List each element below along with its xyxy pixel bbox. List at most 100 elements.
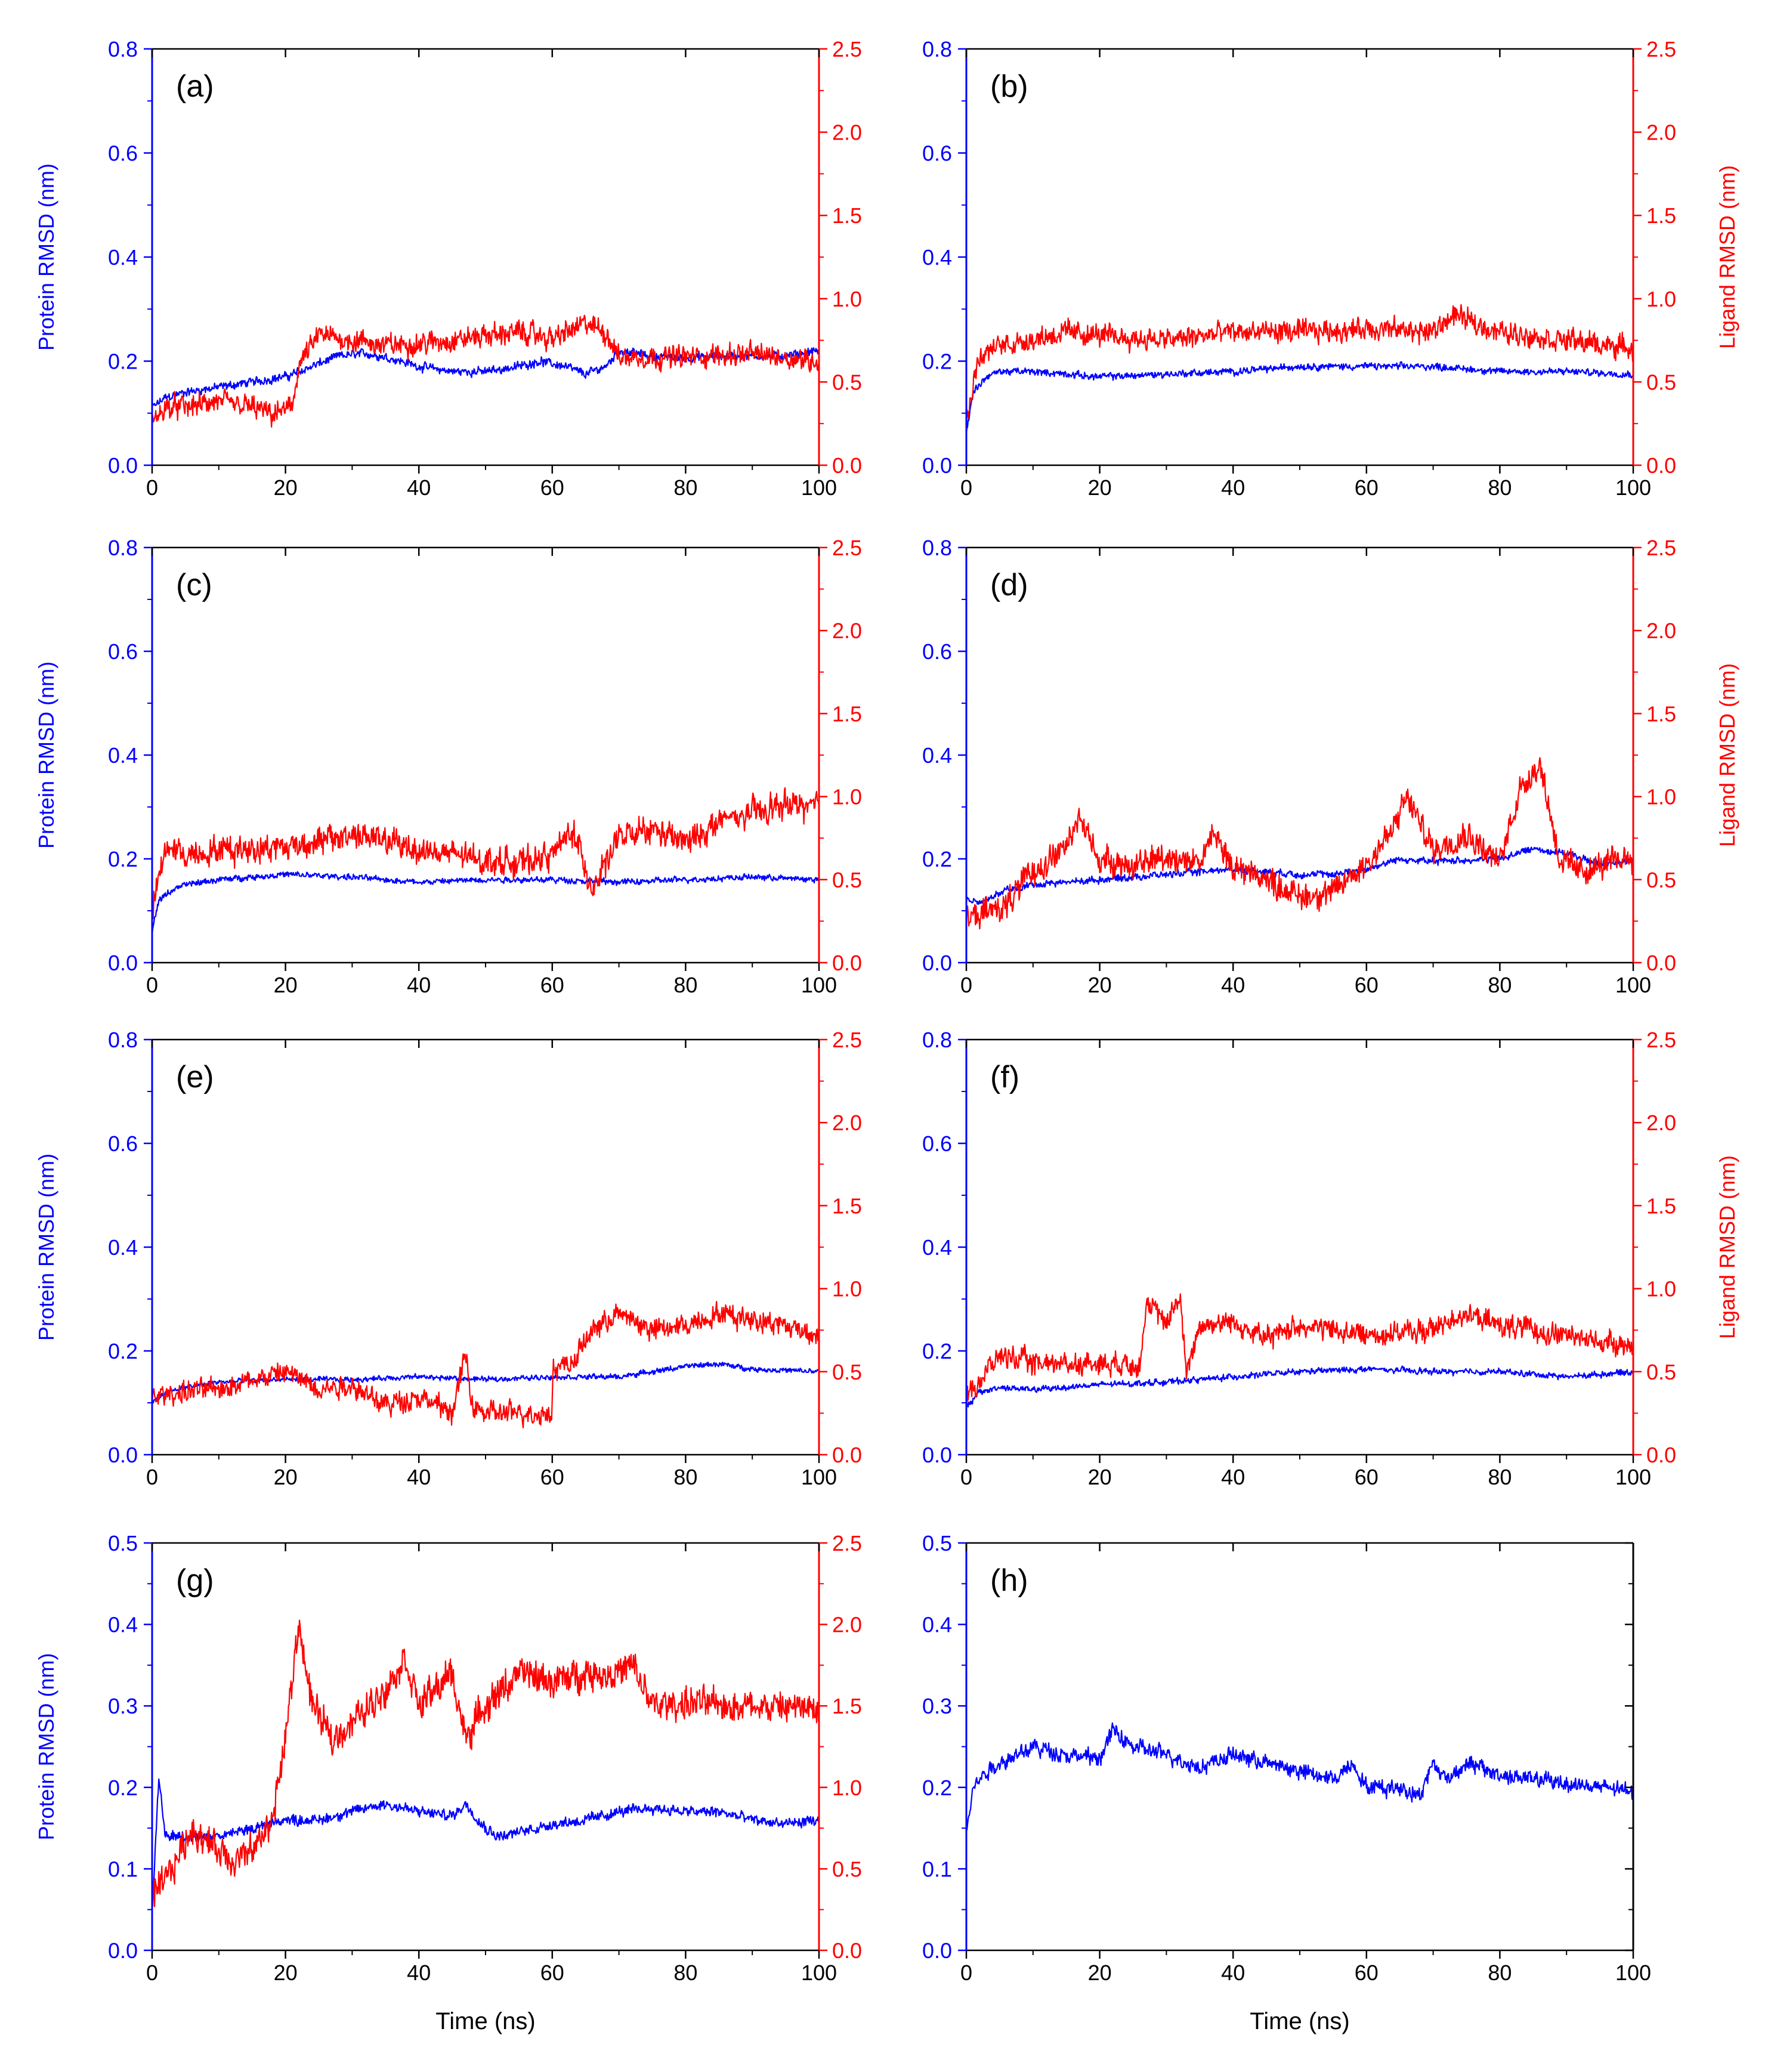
- x-tick-label: 100: [801, 475, 837, 500]
- ligand-rmsd-line: [152, 1619, 820, 1907]
- panel-a: 0 20 40 60 80 1000.00.20.40.60.80.00.51.01.52…: [34, 37, 862, 500]
- y-left-tick-label: 0.0: [108, 1443, 138, 1467]
- y-left-tick-label: 0.2: [922, 350, 952, 374]
- protein-rmsd-line: [151, 1361, 820, 1404]
- x-tick-label: 0: [146, 475, 158, 500]
- y-right-tick-label: 0.0: [1646, 453, 1676, 478]
- x-tick-label: 80: [1488, 475, 1512, 500]
- x-tick-label: 80: [1488, 1960, 1512, 1985]
- y-right-tick-label: 0.5: [1646, 1360, 1676, 1384]
- y-right-tick-label: 2.0: [832, 1111, 862, 1135]
- y-left-tick-label: 0.0: [108, 1938, 138, 1963]
- y-left-tick-label: 0.4: [922, 1613, 952, 1637]
- x-tick-label: 60: [540, 973, 564, 997]
- y-right-tick-label: 1.5: [1646, 701, 1676, 726]
- protein-rmsd-line: [151, 1778, 820, 1910]
- y-left-tick-label: 0.8: [108, 1028, 138, 1052]
- x-tick-label: 0: [146, 1465, 158, 1489]
- y-left-tick-label: 0.2: [108, 847, 138, 871]
- y-left-tick-label: 0.4: [108, 1613, 138, 1637]
- panel-label: (b): [990, 69, 1028, 104]
- x-tick-label: 100: [801, 1960, 837, 1985]
- panel-c: 0 20 40 60 80 1000.00.20.40.60.80.00.51.01.52…: [34, 536, 862, 997]
- y-right-tick-label: 1.5: [1646, 1193, 1676, 1218]
- series-group: [965, 304, 1634, 435]
- y-left-tick-label: 0.2: [108, 350, 138, 374]
- protein-rmsd-line: [965, 361, 1634, 435]
- x-tick-label: 40: [407, 973, 431, 997]
- x-tick-label: 100: [1615, 1960, 1651, 1985]
- y-right-tick-label: 2.5: [832, 536, 862, 560]
- y-right-tick-label: 2.0: [832, 120, 862, 145]
- y-right-tick-label: 2.0: [832, 618, 862, 643]
- y-left-tick-label: 0.6: [922, 141, 952, 166]
- x-tick-label: 100: [1615, 1465, 1651, 1489]
- y-right-tick-label: 1.0: [832, 1277, 862, 1301]
- y-right-tick-label: 0.0: [832, 1938, 862, 1963]
- y-right-tick-label: 1.0: [1646, 785, 1676, 809]
- y-right-tick-label: 0.0: [832, 1443, 862, 1467]
- ligand-rmsd-line: [965, 757, 1634, 930]
- protein-rmsd-line: [151, 871, 820, 935]
- y-left-tick-label: 0.3: [108, 1694, 138, 1718]
- x-tick-label: 40: [1221, 1465, 1245, 1489]
- panel-f: 0 20 40 60 80 1000.00.20.40.60.80.00.51.01.52…: [922, 1028, 1739, 1489]
- x-tick-label: 40: [1221, 475, 1245, 500]
- x-tick-label: 40: [407, 1960, 431, 1985]
- x-tick-label: 60: [540, 1960, 564, 1985]
- series-group: [965, 1293, 1634, 1409]
- y-left-tick-label: 0.4: [922, 1235, 952, 1260]
- y-right-tick-label: 1.5: [1646, 203, 1676, 228]
- protein-rmsd-line: [965, 1722, 1634, 1831]
- series-group: [151, 1619, 820, 1910]
- panel-label: (c): [176, 568, 212, 602]
- ligand-rmsd-line: [965, 304, 1634, 419]
- y-left-tick-label: 0.6: [922, 1131, 952, 1156]
- x-tick-label: 20: [274, 973, 298, 997]
- y-right-tick-label: 0.5: [832, 868, 862, 892]
- series-group: [151, 314, 820, 428]
- y-right-tick-label: 2.5: [1646, 536, 1676, 560]
- x-tick-label: 0: [960, 1465, 972, 1489]
- y-left-tick-label: 0.2: [922, 1339, 952, 1363]
- x-tick-label: 80: [673, 973, 697, 997]
- y-right-tick-label: 1.5: [832, 1193, 862, 1218]
- x-tick-label: 0: [960, 1960, 972, 1985]
- y-left-tick-label: 0.5: [922, 1531, 952, 1555]
- x-tick-label: 80: [1488, 1465, 1512, 1489]
- y-right-tick-label: 2.5: [1646, 1028, 1676, 1052]
- series-group: [151, 787, 820, 935]
- x-axis-title: Time (ns): [1250, 2008, 1349, 2034]
- x-tick-label: 60: [1355, 1960, 1379, 1985]
- y-left-tick-label: 0.0: [922, 1938, 952, 1963]
- x-tick-label: 100: [801, 973, 837, 997]
- x-tick-label: 20: [1088, 1960, 1112, 1985]
- y-left-tick-label: 0.0: [922, 951, 952, 975]
- x-tick-label: 60: [1355, 475, 1379, 500]
- y-right-tick-label: 0.5: [832, 1857, 862, 1881]
- y-left-tick-label: 0.6: [108, 1131, 138, 1156]
- y-right-tick-label: 0.0: [1646, 1443, 1676, 1467]
- y-left-tick-label: 0.4: [108, 743, 138, 768]
- panel-h: 0 20 40 60 80 100 0.0 0.1 0.2 0.3 0.4 0.5 (h) Time (n…: [922, 1531, 1651, 2034]
- x-tick-label: 100: [1615, 475, 1651, 500]
- x-tick-label: 40: [407, 475, 431, 500]
- x-tick-label: 40: [407, 1465, 431, 1489]
- panel-e: 0 20 40 60 80 1000.00.20.40.60.80.00.51.01.52…: [34, 1028, 862, 1489]
- y-left-tick-label: 0.2: [108, 1776, 138, 1800]
- y-right-tick-label: 1.5: [832, 701, 862, 726]
- panel-label: (h): [990, 1563, 1028, 1598]
- y-left-tick-label: 0.8: [108, 536, 138, 560]
- x-tick-label: 0: [146, 973, 158, 997]
- y-right-tick-label: 0.5: [1646, 370, 1676, 394]
- y-left-tick-label: 0.2: [922, 847, 952, 871]
- y-right-tick-label: 0.5: [832, 370, 862, 394]
- y-left-tick-label: 0.8: [922, 1028, 952, 1052]
- x-tick-label: 0: [146, 1960, 158, 1985]
- y-right-tick-label: 1.5: [832, 203, 862, 228]
- x-tick-label: 40: [1221, 1960, 1245, 1985]
- y-right-axis-title: Ligand RMSD (nm): [1715, 663, 1739, 847]
- x-tick-label: 20: [274, 1960, 298, 1985]
- y-right-tick-label: 1.0: [1646, 287, 1676, 311]
